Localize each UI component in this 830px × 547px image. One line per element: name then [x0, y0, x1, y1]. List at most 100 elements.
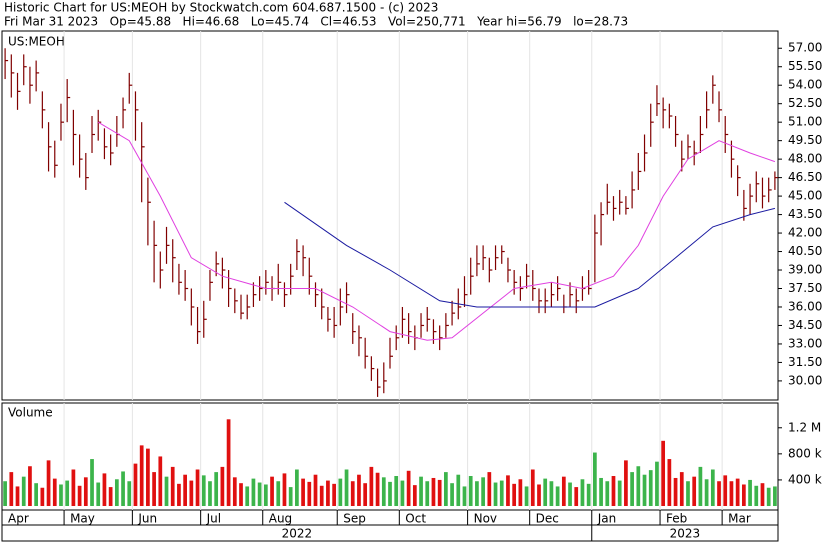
y-tick-label: 51.00	[788, 115, 822, 129]
volume-label: Volume	[8, 406, 53, 420]
volume-bar	[425, 481, 430, 506]
volume-bar	[698, 466, 703, 506]
volume-bar	[301, 478, 305, 506]
year-label: 2022	[282, 527, 313, 541]
volume-bar	[3, 481, 7, 506]
volume-bar	[642, 474, 647, 506]
x-tick-label: Aug	[269, 512, 292, 526]
volume-bar	[574, 487, 579, 506]
x-tick-label: Jan	[597, 512, 617, 526]
volume-bar	[108, 487, 113, 506]
volume-bar	[96, 482, 101, 506]
volume-bar	[369, 466, 374, 506]
volume-bar	[288, 487, 293, 506]
volume-bar	[295, 469, 299, 506]
y-tick-label: 1.2 M	[788, 420, 821, 434]
x-tick-label: Jun	[137, 512, 157, 526]
volume-bar	[605, 481, 610, 506]
volume-bar	[754, 485, 759, 506]
volume-bar	[114, 479, 119, 506]
volume-bar	[673, 477, 678, 506]
volume-bar	[232, 477, 237, 506]
volume-bar	[412, 485, 417, 506]
year-axis	[1, 524, 779, 542]
y-tick-label: 54.00	[788, 78, 822, 92]
volume-bar	[251, 478, 256, 506]
y-tick-label: 55.50	[788, 59, 822, 73]
volume-bar	[679, 472, 684, 506]
y-tick-label: 33.00	[788, 336, 822, 350]
volume-bar	[15, 486, 20, 506]
volume-bar	[350, 481, 355, 506]
volume-bar	[276, 481, 281, 506]
volume-bar	[121, 471, 125, 506]
x-tick-label: Jul	[206, 512, 221, 526]
volume-bar	[214, 472, 219, 506]
volume-bar	[319, 485, 324, 506]
y-tick-label: 46.50	[788, 170, 822, 184]
volume-bar	[363, 483, 368, 506]
volume-bar	[164, 476, 169, 506]
volume-bar	[332, 483, 336, 506]
volume-bar	[52, 478, 57, 506]
volume-bar	[9, 472, 14, 506]
volume-bar	[561, 476, 566, 506]
month-axis	[1, 509, 779, 526]
y-tick-label: 48.00	[788, 152, 822, 166]
volume-bar	[462, 486, 467, 506]
chart-subtitle: Fri Mar 31 2023 Op=45.88 Hi=46.68 Lo=45.…	[4, 15, 628, 29]
volume-bar	[692, 476, 697, 506]
x-tick-label: Nov	[474, 512, 497, 526]
x-tick-label: Sep	[343, 512, 366, 526]
volume-bar	[257, 482, 262, 506]
volume-bar	[735, 478, 740, 506]
volume-bar	[34, 483, 39, 506]
volume-bar	[146, 448, 150, 506]
volume-bar	[580, 479, 585, 506]
volume-bar	[375, 472, 380, 506]
volume-bar	[481, 477, 485, 506]
volume-bar	[170, 466, 175, 506]
volume-bar	[468, 476, 473, 506]
volume-bar	[512, 483, 517, 506]
volume-bar	[357, 474, 361, 506]
volume-bar	[723, 475, 728, 506]
volume-bar	[760, 483, 765, 506]
volume-bar	[773, 486, 777, 506]
volume-bar	[506, 475, 510, 506]
volume-bar	[655, 461, 659, 506]
volume-bar	[593, 452, 597, 506]
volume-bar	[648, 470, 653, 506]
volume-bar	[65, 480, 70, 506]
volume-bar	[524, 486, 529, 506]
volume-bar	[388, 481, 392, 506]
volume-bar	[667, 459, 672, 506]
volume-bar	[419, 476, 423, 506]
volume-bar	[195, 469, 200, 506]
x-tick-label: Mar	[728, 512, 751, 526]
volume-bar	[456, 474, 461, 506]
volume-bar	[748, 479, 752, 506]
volume-bar	[152, 472, 156, 506]
volume-bar	[729, 481, 734, 506]
volume-bar	[487, 472, 492, 506]
volume-bar	[444, 472, 448, 506]
volume-bar	[270, 476, 274, 506]
volume-bar	[127, 481, 132, 506]
volume-bar	[475, 481, 479, 506]
volume-bar	[406, 470, 411, 506]
volume-bar	[344, 469, 349, 506]
volume-bar	[611, 476, 616, 506]
x-tick-label: Apr	[8, 512, 29, 526]
volume-bar	[83, 477, 88, 506]
y-tick-label: 400 k	[788, 472, 822, 486]
y-tick-label: 37.50	[788, 281, 822, 295]
volume-bar	[263, 484, 268, 506]
volume-bar	[220, 466, 225, 506]
volume-bar	[46, 460, 51, 506]
volume-bar	[189, 480, 194, 506]
y-tick-label: 40.50	[788, 244, 822, 258]
year-label: 2023	[670, 527, 701, 541]
y-tick-label: 49.50	[788, 133, 822, 147]
